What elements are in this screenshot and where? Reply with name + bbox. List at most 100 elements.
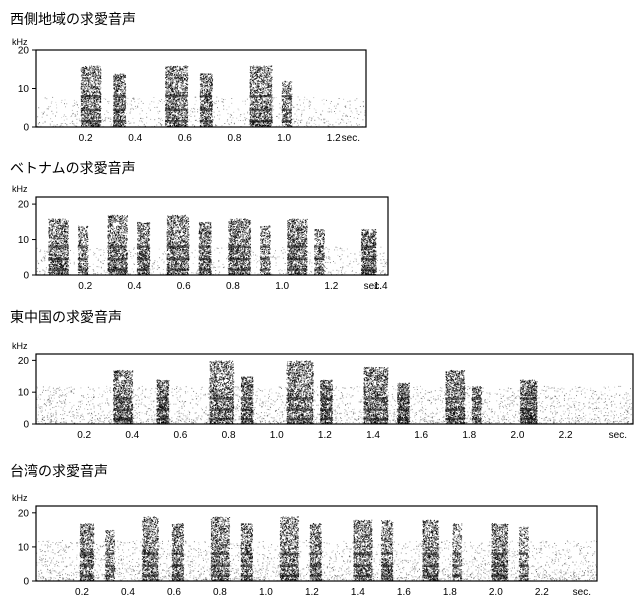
pulse-group xyxy=(320,379,334,424)
y-axis-label: kHz xyxy=(12,184,28,194)
pulse-group xyxy=(380,519,394,581)
pulse-group xyxy=(112,73,127,127)
x-axis-label: sec. xyxy=(573,587,591,598)
x-tick-label: 0.4 xyxy=(128,133,142,144)
pulse-group xyxy=(79,523,95,581)
x-tick-label: 1.4 xyxy=(374,281,388,292)
x-tick-label: 1.0 xyxy=(259,587,273,598)
x-tick-label: 0.6 xyxy=(177,281,191,292)
x-tick-label: 1.2 xyxy=(318,430,332,441)
x-tick-label: 1.4 xyxy=(351,587,365,598)
pulse-group xyxy=(77,225,89,275)
x-tick-label: 0.8 xyxy=(226,281,240,292)
pulse-group xyxy=(199,73,214,127)
pulse-group xyxy=(171,523,185,581)
x-tick-label: 2.2 xyxy=(559,430,573,441)
x-tick-label: 0.4 xyxy=(121,587,135,598)
y-tick-label: 20 xyxy=(18,200,30,211)
pulse-group xyxy=(491,523,509,581)
x-tick-label: 1.8 xyxy=(443,587,457,598)
x-tick-label: 0.6 xyxy=(178,133,192,144)
x-axis-label: sec. xyxy=(342,133,360,144)
pulse-group xyxy=(105,529,116,581)
pulse-group xyxy=(452,523,463,581)
y-tick-label: 0 xyxy=(23,577,29,588)
x-tick-label: 0.6 xyxy=(173,430,187,441)
y-tick-label: 20 xyxy=(18,46,30,57)
x-tick-label: 0.8 xyxy=(213,587,227,598)
pulse-group xyxy=(240,523,254,581)
pulse-group xyxy=(281,80,293,127)
pulse-group xyxy=(287,218,308,275)
x-tick-label: 2.0 xyxy=(510,430,524,441)
y-tick-label: 10 xyxy=(18,542,30,553)
x-tick-label: 0.8 xyxy=(222,430,236,441)
pulse-group xyxy=(360,228,377,275)
x-tick-label: 1.6 xyxy=(414,430,428,441)
plot-frame xyxy=(35,505,598,582)
pulse-group xyxy=(156,379,170,424)
pulse-group xyxy=(249,65,273,127)
pulse-group xyxy=(136,221,151,275)
y-tick-label: 0 xyxy=(23,123,29,134)
x-tick-label: 0.2 xyxy=(77,430,91,441)
x-tick-label: 0.4 xyxy=(125,430,139,441)
pulse-group xyxy=(113,369,134,424)
panel-title: 東中国の求愛音声 xyxy=(10,309,122,326)
panel-title: 西側地域の求愛音声 xyxy=(10,11,136,28)
x-tick-label: 0.4 xyxy=(128,281,142,292)
spectrogram-noise xyxy=(36,246,388,275)
x-tick-label: 1.2 xyxy=(305,587,319,598)
pulse-group xyxy=(48,218,69,275)
y-tick-label: 0 xyxy=(23,420,29,431)
pulse-group xyxy=(314,229,325,275)
pulse-group xyxy=(209,360,235,424)
x-tick-label: 2.0 xyxy=(489,587,503,598)
x-tick-label: 1.4 xyxy=(366,430,380,441)
pulse-group xyxy=(210,516,231,581)
panel-title: 台湾の求愛音声 xyxy=(10,463,108,480)
spectrogram-panel-3: 東中国の求愛音声 kHz 20 10 0 0.2 0.4 0.6 0.8 1.0 1.2 1.4 1.6… xyxy=(10,309,634,441)
spectrogram-panel-2: ベトナムの求愛音声 kHz 20 10 0 0.2 0.4 0.6 0.8 1.0 1.2 1.4se… xyxy=(10,160,389,292)
x-tick-label: 1.2 xyxy=(324,281,338,292)
y-axis-label: kHz xyxy=(12,341,28,351)
pulse-group xyxy=(471,385,483,424)
pulse-group xyxy=(107,214,129,275)
x-tick-label: 0.6 xyxy=(167,587,181,598)
pulse-group xyxy=(445,369,466,424)
y-tick-label: 10 xyxy=(18,235,30,246)
y-tick-label: 10 xyxy=(18,84,30,95)
y-axis-label: kHz xyxy=(12,493,28,503)
x-axis-label: sec. xyxy=(364,281,382,292)
x-tick-label: 0.2 xyxy=(75,587,89,598)
pulse-group xyxy=(165,65,189,127)
pulse-group xyxy=(518,526,529,581)
pulse-group xyxy=(80,65,102,127)
y-tick-label: 10 xyxy=(18,388,30,399)
x-axis-label: sec. xyxy=(609,430,627,441)
pulse-group xyxy=(141,516,159,581)
x-tick-label: 1.2 xyxy=(327,133,341,144)
x-tick-label: 1.8 xyxy=(462,430,476,441)
plot-frame xyxy=(35,196,389,276)
x-tick-label: 1.0 xyxy=(277,133,291,144)
x-tick-label: 0.8 xyxy=(228,133,242,144)
y-tick-label: 0 xyxy=(23,271,29,282)
y-tick-label: 20 xyxy=(18,508,30,519)
pulse-group xyxy=(198,221,212,275)
x-tick-label: 1.0 xyxy=(270,430,284,441)
pulse-group xyxy=(353,519,373,581)
plot-frame xyxy=(35,353,634,425)
pulse-group xyxy=(309,523,322,581)
panel-title: ベトナムの求愛音声 xyxy=(10,160,136,177)
x-tick-label: 0.2 xyxy=(78,281,92,292)
pulse-group xyxy=(240,376,254,424)
pulse-group xyxy=(228,218,252,275)
x-tick-label: 1.0 xyxy=(275,281,289,292)
pulse-group xyxy=(422,519,440,581)
pulse-group xyxy=(166,214,190,275)
y-tick-label: 20 xyxy=(18,356,30,367)
y-axis-label: kHz xyxy=(12,37,28,47)
